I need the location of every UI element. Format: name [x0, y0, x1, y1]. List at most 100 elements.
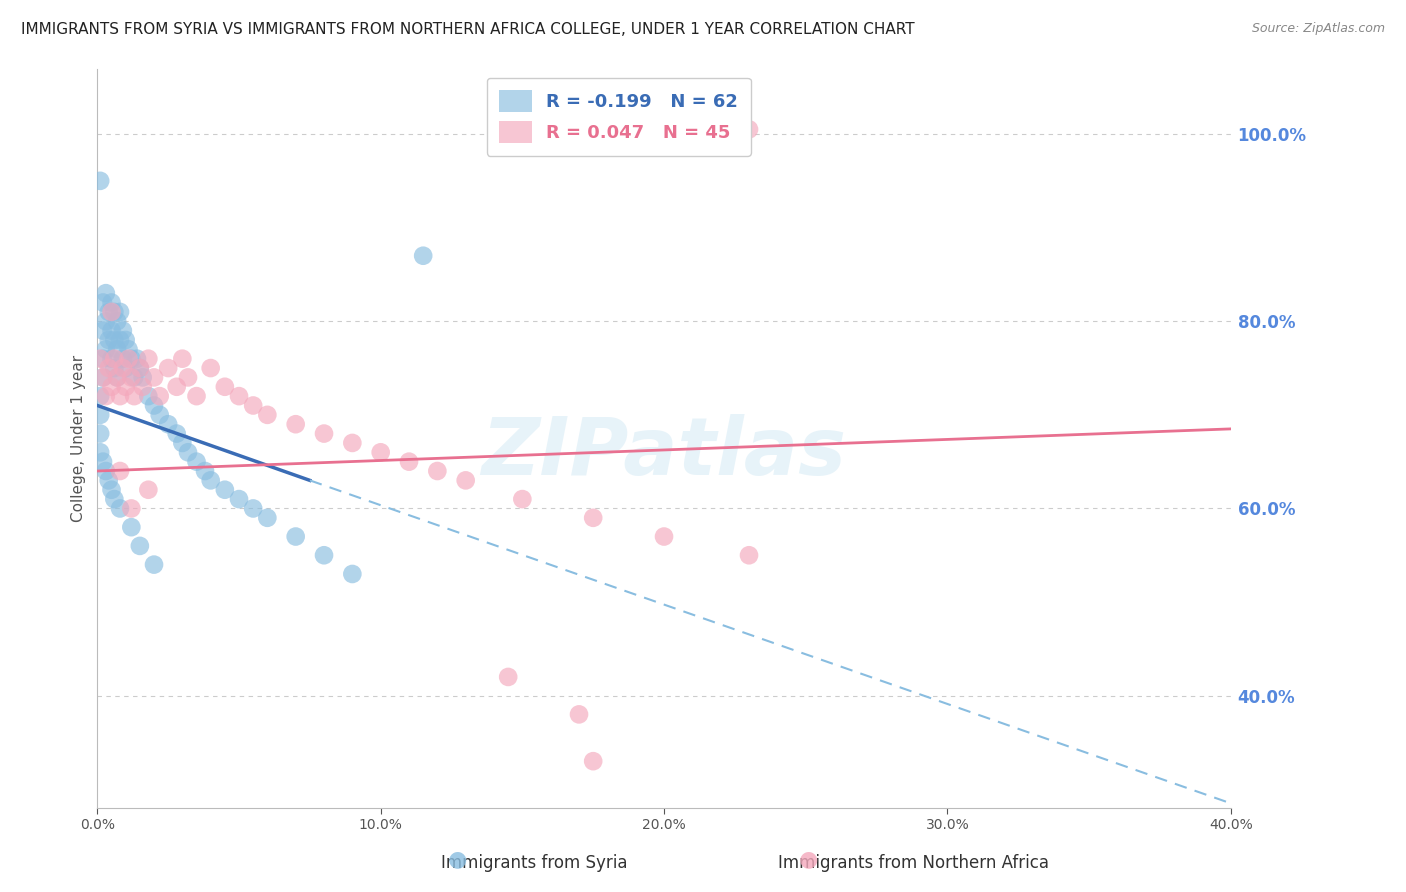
- Point: [312, 426, 335, 441]
- Point: [105, 343, 128, 357]
- Point: [117, 351, 139, 366]
- Point: [91, 370, 114, 384]
- Point: [89, 389, 111, 403]
- Point: [105, 370, 128, 384]
- Point: [582, 511, 605, 525]
- Point: [91, 370, 114, 384]
- Point: [103, 351, 125, 366]
- Point: [89, 351, 111, 366]
- Point: [89, 426, 111, 441]
- Point: [214, 380, 236, 394]
- Point: [177, 370, 200, 384]
- Point: [111, 351, 134, 366]
- Point: [166, 426, 188, 441]
- Point: [342, 436, 364, 450]
- Point: [284, 417, 307, 432]
- Point: [94, 314, 117, 328]
- Point: [256, 408, 278, 422]
- Point: [131, 370, 153, 384]
- Point: [125, 351, 148, 366]
- Point: [103, 361, 125, 376]
- Point: [138, 483, 160, 497]
- Point: [157, 417, 180, 432]
- Point: [738, 548, 761, 562]
- Point: [157, 361, 180, 376]
- Point: [100, 483, 122, 497]
- Point: [100, 380, 122, 394]
- Point: [120, 351, 142, 366]
- Point: [568, 707, 591, 722]
- Point: [91, 455, 114, 469]
- Point: [131, 380, 153, 394]
- Point: [120, 520, 142, 534]
- Point: [177, 445, 200, 459]
- Point: [312, 548, 335, 562]
- Point: [652, 529, 675, 543]
- Point: [186, 389, 208, 403]
- Point: [512, 492, 534, 507]
- Point: [89, 174, 111, 188]
- Point: [214, 483, 236, 497]
- Point: [94, 464, 117, 478]
- Point: [256, 511, 278, 525]
- Point: [120, 370, 142, 384]
- Point: [108, 389, 131, 403]
- Point: [166, 380, 188, 394]
- Y-axis label: College, Under 1 year: College, Under 1 year: [72, 355, 86, 522]
- Point: [105, 370, 128, 384]
- Point: [97, 305, 120, 319]
- Point: [111, 324, 134, 338]
- Point: [143, 370, 166, 384]
- Point: [454, 474, 477, 488]
- Point: [108, 305, 131, 319]
- Point: [108, 333, 131, 347]
- Point: [114, 380, 136, 394]
- Point: [412, 249, 434, 263]
- Point: [122, 370, 145, 384]
- Point: [122, 389, 145, 403]
- Point: [342, 566, 364, 581]
- Point: [94, 286, 117, 301]
- Point: [91, 324, 114, 338]
- Point: [228, 389, 250, 403]
- Point: [128, 539, 150, 553]
- Point: [94, 389, 117, 403]
- Point: [138, 389, 160, 403]
- Point: [200, 361, 222, 376]
- Point: [242, 399, 264, 413]
- Point: [108, 464, 131, 478]
- Point: [143, 558, 166, 572]
- Point: [89, 408, 111, 422]
- Point: [242, 501, 264, 516]
- Text: Immigrants from Syria: Immigrants from Syria: [441, 855, 627, 872]
- Point: [100, 295, 122, 310]
- Point: [143, 399, 166, 413]
- Point: [138, 351, 160, 366]
- Point: [149, 389, 172, 403]
- Point: [149, 408, 172, 422]
- Point: [103, 333, 125, 347]
- Point: [194, 464, 217, 478]
- Point: [103, 492, 125, 507]
- Point: [117, 343, 139, 357]
- Point: [103, 305, 125, 319]
- Point: [228, 492, 250, 507]
- Point: [97, 361, 120, 376]
- Point: [582, 754, 605, 768]
- Point: [426, 464, 449, 478]
- Point: [496, 670, 519, 684]
- Point: [100, 324, 122, 338]
- Point: [128, 361, 150, 376]
- Legend: R = -0.199   N = 62, R = 0.047   N = 45: R = -0.199 N = 62, R = 0.047 N = 45: [486, 78, 751, 156]
- Point: [108, 501, 131, 516]
- Point: [100, 305, 122, 319]
- Point: [94, 343, 117, 357]
- Point: [172, 351, 194, 366]
- Text: IMMIGRANTS FROM SYRIA VS IMMIGRANTS FROM NORTHERN AFRICA COLLEGE, UNDER 1 YEAR C: IMMIGRANTS FROM SYRIA VS IMMIGRANTS FROM…: [21, 22, 915, 37]
- Point: [370, 445, 392, 459]
- Point: [114, 333, 136, 347]
- Point: [120, 501, 142, 516]
- Point: [100, 351, 122, 366]
- Point: [186, 455, 208, 469]
- Point: [89, 445, 111, 459]
